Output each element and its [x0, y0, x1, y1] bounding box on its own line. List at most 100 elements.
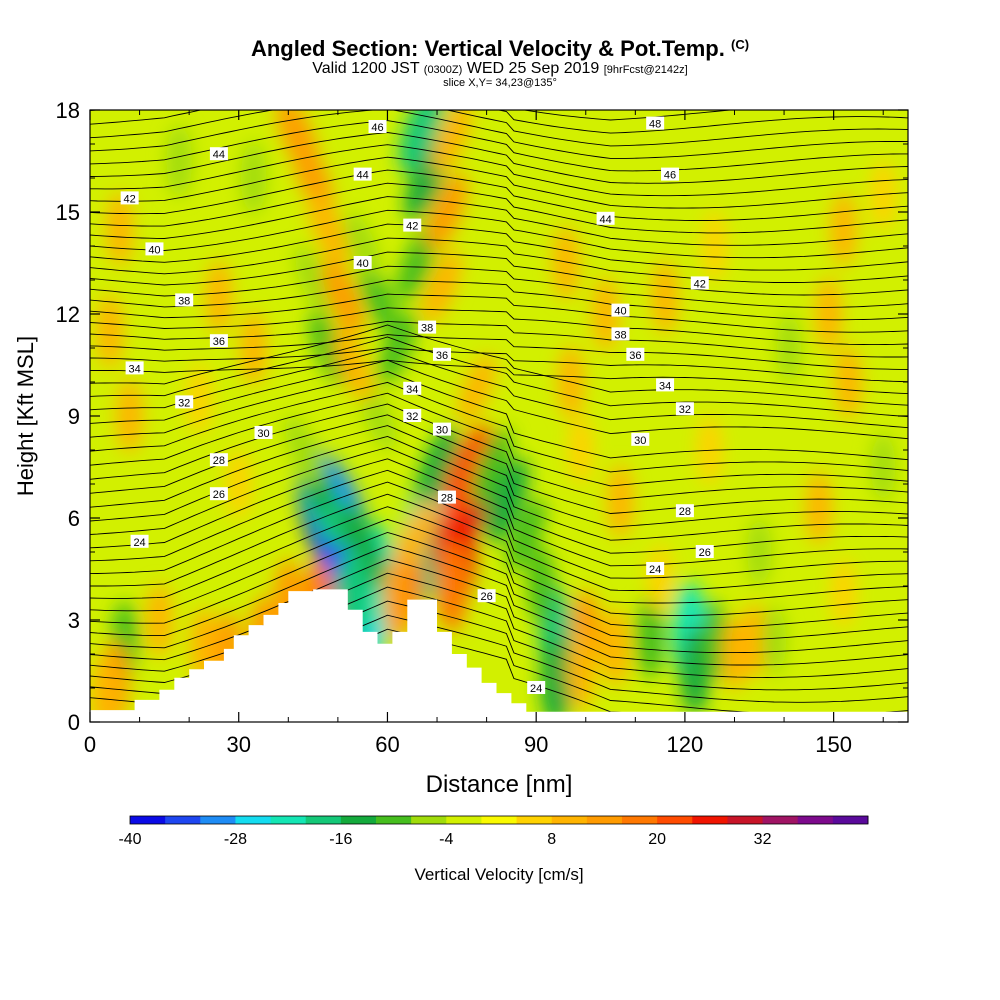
colorbar-swatch — [376, 816, 412, 824]
velocity-cell — [426, 173, 468, 251]
colorbar-tick-label: 32 — [754, 831, 772, 848]
theta-contour-line — [90, 425, 908, 528]
theta-contour-label: 26 — [695, 545, 714, 559]
svg-text:34: 34 — [406, 384, 418, 396]
theta-contour-label: 38 — [611, 327, 630, 341]
theta-contour-line — [90, 182, 908, 234]
colorbar-tick-label: 20 — [648, 831, 666, 848]
velocity-cell — [106, 192, 133, 266]
svg-text:44: 44 — [357, 170, 369, 182]
colorbar-tick-label: -16 — [329, 831, 352, 848]
velocity-cell — [240, 311, 267, 385]
svg-text:48: 48 — [649, 119, 661, 131]
colorbar-swatch — [270, 816, 307, 824]
svg-text:36: 36 — [213, 336, 225, 348]
x-tick-label: 150 — [815, 732, 852, 757]
y-tick-label: 3 — [68, 608, 80, 633]
theta-contour-line — [90, 572, 908, 678]
colorbar-swatch — [516, 816, 553, 824]
colorbar-frame — [129, 815, 869, 825]
theta-contour-line — [90, 334, 908, 370]
svg-text:38: 38 — [178, 295, 190, 307]
theta-contour-line — [90, 279, 908, 321]
svg-text:42: 42 — [406, 221, 418, 233]
colorbar: -40 -28 -16 -4 8 20 32 Vertical Velocity [cm/s] — [118, 815, 869, 884]
velocity-cell — [116, 379, 143, 453]
velocity-cell — [830, 192, 857, 266]
theta-contour-line — [90, 348, 908, 429]
theta-contour-line — [90, 156, 908, 209]
theta-contour-label: 44 — [209, 147, 228, 161]
theta-contour-line — [90, 447, 908, 554]
theta-contour-label: 30 — [432, 422, 451, 437]
theta-contour-line — [90, 120, 908, 172]
velocity-cell — [831, 558, 856, 628]
colorbar-swatch — [305, 816, 342, 824]
theta-contour-label: 30 — [254, 426, 273, 440]
svg-text:28: 28 — [679, 506, 691, 518]
colorbar-swatch — [340, 816, 377, 824]
theta-contour-line — [90, 392, 908, 487]
colorbar-tick-label: -40 — [118, 831, 141, 848]
velocity-field — [90, 32, 908, 722]
colorbar-tick-label: -28 — [224, 831, 247, 848]
velocity-cell — [741, 603, 768, 678]
theta-contour-line — [90, 403, 908, 501]
theta-contour-line — [90, 65, 908, 107]
velocity-cell — [721, 617, 748, 691]
terrain-mask — [90, 589, 908, 722]
svg-text:38: 38 — [614, 329, 626, 341]
theta-contour-line — [90, 532, 908, 641]
velocity-cell — [458, 354, 495, 424]
velocity-cell — [340, 502, 386, 588]
svg-text:32: 32 — [679, 404, 691, 416]
theta-contour-line — [90, 132, 908, 184]
theta-contour-label: 38 — [418, 320, 437, 335]
theta-contour-label: 34 — [125, 361, 144, 375]
theta-contour-line — [90, 32, 908, 65]
theta-contour-line — [90, 558, 908, 666]
colorbar-swatch — [551, 816, 588, 824]
theta-contour-line — [90, 196, 908, 246]
y-tick-label: 0 — [68, 710, 80, 735]
velocity-cell — [186, 364, 212, 434]
velocity-cell — [815, 277, 842, 351]
velocity-cell — [527, 547, 555, 625]
theta-contour-label: 48 — [646, 116, 665, 131]
velocity-cell — [856, 635, 880, 700]
colorbar-swatch — [657, 816, 693, 824]
svg-text:40: 40 — [357, 258, 369, 270]
theta-contour-label: 46 — [661, 167, 680, 182]
theta-contour-label: 36 — [209, 334, 228, 348]
velocity-cell — [397, 498, 437, 572]
colorbar-tick-label: -4 — [439, 831, 453, 848]
velocity-cell — [226, 449, 251, 519]
colorbar-tick-label: 8 — [547, 831, 556, 848]
svg-text:24: 24 — [649, 564, 661, 576]
y-tick-label: 18 — [56, 98, 80, 123]
colorbar-swatch — [481, 816, 518, 824]
colorbar-swatch — [762, 816, 799, 824]
colorbar-swatch — [200, 816, 236, 824]
theta-contour-label: 32 — [175, 395, 194, 409]
theta-contour-line — [90, 545, 908, 654]
theta-contour-line — [90, 209, 908, 259]
colorbar-swatch — [727, 816, 764, 824]
chart-title: Angled Section: Vertical Velocity & Pot.… — [250, 36, 750, 61]
velocity-cell — [378, 311, 417, 385]
theta-contour-line — [90, 493, 908, 604]
theta-contour-line — [90, 359, 908, 395]
theta-contour-line — [90, 144, 908, 197]
svg-text:24: 24 — [530, 683, 542, 695]
velocity-cell — [308, 311, 348, 385]
svg-text:28: 28 — [441, 493, 453, 505]
y-tick-label: 12 — [56, 302, 80, 327]
svg-text:42: 42 — [694, 278, 706, 290]
theta-contour-label: 46 — [368, 120, 387, 134]
theta-contour-line — [90, 54, 908, 93]
theta-contour-line — [90, 251, 908, 296]
theta-contour-label: 42 — [120, 191, 139, 205]
theta-contour-line — [90, 469, 908, 579]
velocity-cell — [415, 426, 459, 508]
svg-text:46: 46 — [664, 170, 676, 182]
